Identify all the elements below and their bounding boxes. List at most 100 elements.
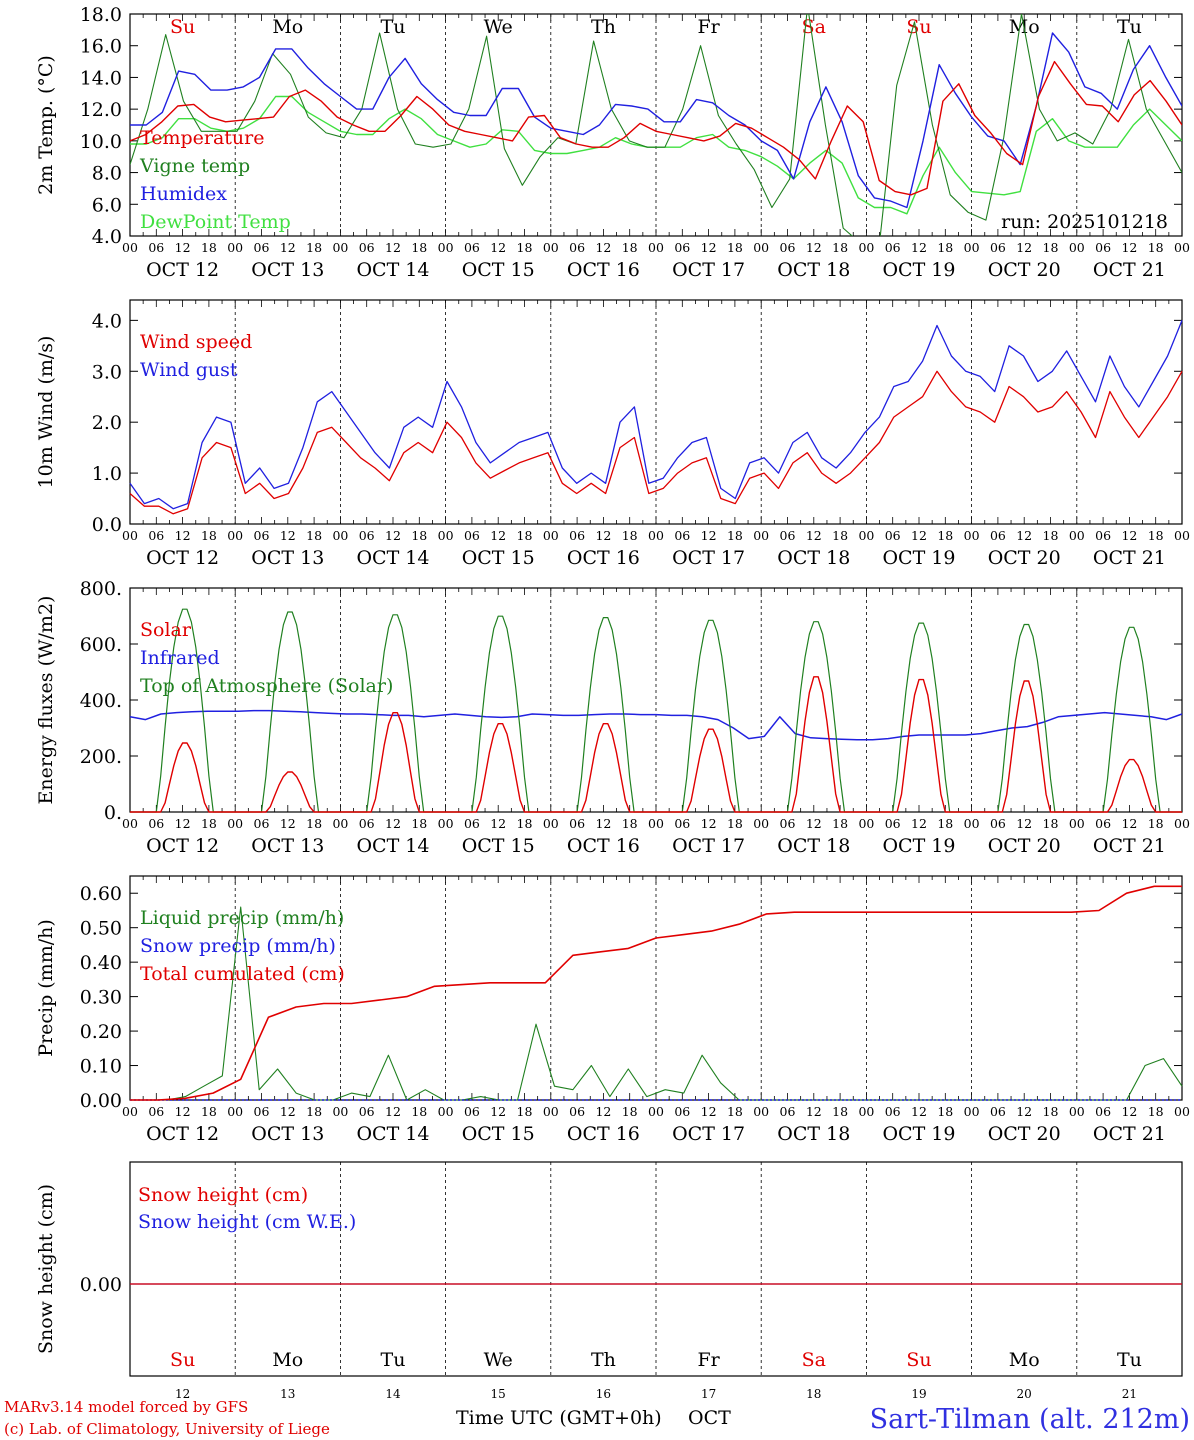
- hour-tick-label: 00: [332, 240, 348, 255]
- hour-tick-label: 12: [175, 1104, 191, 1119]
- hour-tick-label: 00: [858, 528, 874, 543]
- panel-1: 00 06 12 18 00 06 12 18 00 06 12 18 00 06 12 18 00 06 12 18…: [35, 4, 1190, 281]
- weekday-label: Mo: [272, 16, 303, 38]
- hour-tick-label: 12: [911, 816, 927, 831]
- hour-tick-label: 06: [990, 240, 1006, 255]
- hour-tick-label: 18: [622, 528, 638, 543]
- hour-tick-label: 06: [885, 1104, 901, 1119]
- hour-tick-label: 06: [780, 1104, 796, 1119]
- hour-tick-label: 06: [464, 816, 480, 831]
- hour-tick-label: 06: [148, 240, 164, 255]
- panel-frame: [129, 587, 1183, 813]
- hour-tick-label: 00: [964, 528, 980, 543]
- date-label: OCT 17: [672, 259, 745, 281]
- weekday-label: Tu: [1117, 16, 1142, 38]
- weekday-label: Su: [170, 1349, 195, 1371]
- hour-tick-label: 18: [1148, 528, 1164, 543]
- hour-tick-label: 00: [858, 240, 874, 255]
- legend-entry: Wind speed: [140, 331, 252, 353]
- hour-tick-label: 12: [701, 528, 717, 543]
- hour-tick-label: 06: [569, 528, 585, 543]
- date-label: OCT 16: [567, 835, 640, 857]
- hour-tick-label: 18: [622, 240, 638, 255]
- y-tick-label: 6.0: [92, 194, 122, 216]
- hour-tick-label: 06: [1095, 816, 1111, 831]
- hour-tick-label: 06: [569, 816, 585, 831]
- hour-tick-label: 00: [227, 1104, 243, 1119]
- hour-tick-label: 00: [1069, 240, 1085, 255]
- date-label: OCT 20: [988, 259, 1061, 281]
- hour-tick-label: 18: [306, 528, 322, 543]
- hour-tick-label: 00: [753, 1104, 769, 1119]
- hour-tick-label: 06: [569, 1104, 585, 1119]
- hour-tick-label: 06: [148, 816, 164, 831]
- day-number: 21: [1122, 1387, 1137, 1401]
- hour-tick-label: 00: [648, 240, 664, 255]
- hour-tick-label: 06: [254, 816, 270, 831]
- day-number: 16: [596, 1387, 611, 1401]
- hour-tick-label: 18: [832, 1104, 848, 1119]
- day-number: 15: [491, 1387, 506, 1401]
- hour-tick-label: 00: [543, 240, 559, 255]
- hour-tick-label: 06: [990, 816, 1006, 831]
- date-label: OCT 12: [146, 1123, 219, 1145]
- y-tick-label: 200.: [80, 746, 122, 768]
- hour-tick-label: 00: [122, 528, 138, 543]
- hour-tick-label: 18: [411, 240, 427, 255]
- legend-entry: Top of Atmosphere (Solar): [140, 675, 393, 697]
- y-tick-label: 600.: [80, 634, 122, 656]
- hour-tick-label: 06: [148, 1104, 164, 1119]
- hour-tick-label: 00: [1069, 816, 1085, 831]
- legend-entry: Snow height (cm): [138, 1184, 308, 1206]
- hour-tick-label: 12: [490, 1104, 506, 1119]
- hour-tick-label: 12: [1121, 240, 1137, 255]
- hour-tick-label: 12: [911, 528, 927, 543]
- hour-tick-label: 00: [227, 528, 243, 543]
- weekday-label: Su: [906, 1349, 931, 1371]
- hour-tick-label: 18: [201, 240, 217, 255]
- hour-tick-label: 12: [490, 816, 506, 831]
- date-label: OCT 20: [988, 835, 1061, 857]
- date-label: OCT 20: [988, 547, 1061, 569]
- legend-entry: DewPoint Temp: [140, 211, 291, 233]
- hour-tick-label: 06: [464, 240, 480, 255]
- day-number: 18: [806, 1387, 821, 1401]
- weekday-label: Sa: [802, 1349, 826, 1371]
- hour-tick-label: 00: [227, 240, 243, 255]
- y-tick-label: 16.0: [80, 36, 122, 58]
- weekday-label: Su: [906, 16, 931, 38]
- date-label: OCT 17: [672, 835, 745, 857]
- hour-tick-label: 12: [385, 1104, 401, 1119]
- series-line: [130, 32, 1182, 209]
- hour-tick-label: 12: [385, 816, 401, 831]
- panel-2: 00 06 12 18 00 06 12 18 00 06 12 18 00 06 12 18 00 06 12 18…: [35, 299, 1190, 569]
- date-label: OCT 15: [462, 835, 535, 857]
- day-number: 17: [701, 1387, 716, 1401]
- y-tick-label: 18.0: [80, 4, 122, 26]
- hour-tick-label: 06: [1095, 240, 1111, 255]
- y-tick-label: 0.00: [80, 1274, 122, 1296]
- hour-tick-label: 00: [438, 816, 454, 831]
- y-tick-label: 12.0: [80, 99, 122, 121]
- hour-tick-label: 00: [332, 1104, 348, 1119]
- legend-entry: Wind gust: [140, 359, 238, 381]
- y-tick-label: 0.50: [80, 918, 122, 940]
- hour-tick-label: 00: [438, 240, 454, 255]
- hour-tick-label: 18: [727, 1104, 743, 1119]
- hour-tick-label: 06: [359, 528, 375, 543]
- hour-tick-label: 12: [701, 1104, 717, 1119]
- hour-tick-label: 18: [937, 240, 953, 255]
- y-tick-label: 0.00: [80, 1090, 122, 1112]
- date-label: OCT 21: [1093, 1123, 1166, 1145]
- date-label: OCT 14: [356, 259, 429, 281]
- month-label: OCT: [688, 1407, 731, 1429]
- hour-tick-label: 12: [175, 240, 191, 255]
- series-line: [130, 885, 1182, 1101]
- hour-tick-label: 12: [1121, 528, 1137, 543]
- y-tick-label: 8.0: [92, 163, 122, 185]
- hour-tick-label: 12: [1016, 1104, 1032, 1119]
- hour-tick-label: 06: [464, 1104, 480, 1119]
- y-axis-label: 2m Temp. (°C): [35, 55, 57, 195]
- hour-tick-label: 00: [858, 1104, 874, 1119]
- date-label: OCT 16: [567, 259, 640, 281]
